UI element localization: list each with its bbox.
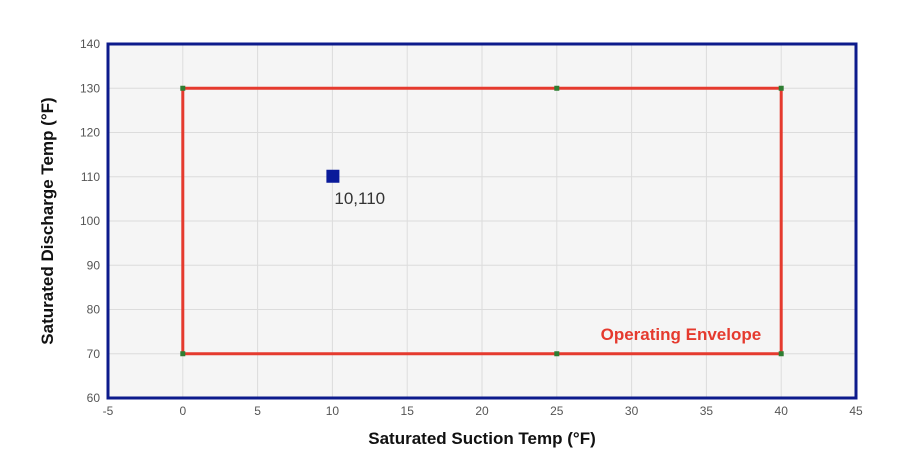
- envelope-vertex: [180, 351, 186, 357]
- y-tick-label: 120: [80, 126, 100, 140]
- x-tick-label: 20: [475, 404, 489, 418]
- envelope-vertex: [778, 85, 784, 91]
- x-tick-label: 35: [700, 404, 714, 418]
- x-tick-label: 15: [401, 404, 415, 418]
- x-tick-label: -5: [103, 404, 114, 418]
- x-tick-label: 5: [254, 404, 261, 418]
- plot-area-border: [106, 42, 858, 400]
- y-tick-label: 130: [80, 81, 100, 95]
- x-axis-ticks: -5 0 5 10 15 20 25 30 35 40 45: [103, 404, 863, 418]
- envelope-vertex: [554, 351, 560, 357]
- x-tick-label: 30: [625, 404, 639, 418]
- envelope-vertex: [180, 85, 186, 91]
- y-tick-label: 70: [87, 347, 101, 361]
- x-tick-label: 40: [775, 404, 789, 418]
- data-points: 10,110: [326, 169, 385, 208]
- x-tick-label: 0: [179, 404, 186, 418]
- envelope-label: Operating Envelope: [601, 325, 762, 344]
- x-tick-label: 45: [849, 404, 863, 418]
- y-axis-title: Saturated Discharge Temp (°F): [38, 97, 57, 344]
- y-tick-label: 100: [80, 214, 100, 228]
- operating-envelope: [180, 85, 784, 357]
- y-tick-label: 140: [80, 37, 100, 51]
- y-axis-ticks: 60 70 80 90 100 110 120 130 140: [80, 37, 100, 405]
- y-tick-label: 110: [81, 170, 100, 184]
- operating-point-marker: [326, 169, 340, 183]
- y-tick-label: 90: [87, 258, 101, 272]
- x-tick-label: 10: [326, 404, 340, 418]
- envelope-vertex: [778, 351, 784, 357]
- operating-point-label: 10,110: [334, 189, 385, 208]
- y-tick-label: 60: [87, 391, 101, 405]
- envelope-vertex: [554, 85, 560, 91]
- x-axis-title: Saturated Suction Temp (°F): [368, 429, 596, 448]
- y-tick-label: 80: [87, 303, 101, 317]
- x-tick-label: 25: [550, 404, 564, 418]
